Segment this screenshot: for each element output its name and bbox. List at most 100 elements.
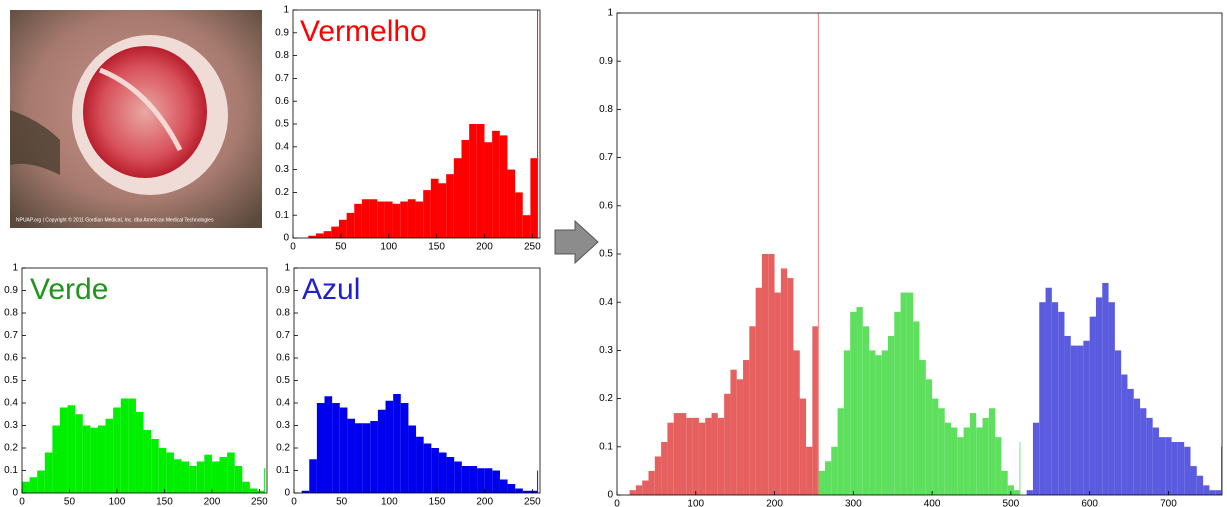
bar xyxy=(938,408,945,495)
bar xyxy=(1070,345,1078,495)
bar xyxy=(932,398,939,495)
x-tick-label: 100 xyxy=(380,242,397,253)
bar xyxy=(887,335,895,495)
bar xyxy=(476,124,485,238)
y-tick-label: 0 xyxy=(607,490,613,501)
bar xyxy=(661,441,668,495)
bar xyxy=(881,350,888,495)
y-tick-label: 0.3 xyxy=(275,164,289,175)
bar xyxy=(537,10,539,238)
bar xyxy=(204,454,212,493)
bar xyxy=(438,452,447,493)
bar xyxy=(120,398,129,493)
y-tick-label: 0.8 xyxy=(276,308,290,319)
y-tick-label: 1 xyxy=(607,8,613,19)
bar xyxy=(128,398,136,493)
x-tick-label: 200 xyxy=(766,499,783,507)
bar xyxy=(812,326,818,495)
bar xyxy=(189,466,197,493)
x-tick-label: 100 xyxy=(109,497,126,507)
bar xyxy=(173,459,182,493)
bar xyxy=(831,446,838,495)
bar xyxy=(454,461,462,493)
bar xyxy=(1032,422,1040,495)
bar xyxy=(477,468,485,493)
y-tick-label: 0.1 xyxy=(276,465,290,476)
bar xyxy=(308,235,316,238)
y-tick-label: 0.2 xyxy=(599,393,613,404)
bar xyxy=(736,379,744,495)
bar xyxy=(75,414,83,493)
chart-title: Verde xyxy=(30,273,108,306)
bar xyxy=(913,321,920,495)
y-tick-label: 0.4 xyxy=(276,398,290,409)
bar xyxy=(1019,441,1021,495)
y-tick-label: 0.4 xyxy=(4,398,18,409)
bar xyxy=(249,488,258,493)
bar xyxy=(415,201,424,238)
bar xyxy=(355,423,363,493)
bar xyxy=(1209,490,1216,495)
y-tick-label: 0 xyxy=(283,233,289,244)
bar xyxy=(1095,297,1103,495)
y-tick-label: 0 xyxy=(12,488,18,499)
bar xyxy=(400,201,408,238)
bar xyxy=(925,379,933,495)
bar xyxy=(1215,490,1222,495)
bar xyxy=(761,254,769,495)
bar xyxy=(530,158,538,238)
bar xyxy=(499,135,508,238)
bar xyxy=(817,13,819,495)
bar xyxy=(862,326,870,495)
bar xyxy=(824,461,832,495)
x-tick-label: 200 xyxy=(476,242,493,253)
y-tick-label: 0.3 xyxy=(276,420,290,431)
bar xyxy=(301,490,310,493)
arrow xyxy=(554,219,599,265)
bar xyxy=(362,423,371,493)
y-tick-label: 1 xyxy=(283,5,289,16)
bar xyxy=(944,422,952,495)
x-tick-label: 300 xyxy=(845,499,862,507)
y-tick-label: 0.8 xyxy=(4,308,18,319)
bar xyxy=(963,427,970,495)
bar xyxy=(44,452,53,493)
bar xyxy=(67,405,76,493)
x-tick-label: 250 xyxy=(524,242,541,253)
bar xyxy=(969,413,977,495)
bar xyxy=(793,350,800,495)
y-tick-label: 0 xyxy=(284,488,290,499)
bar xyxy=(1190,466,1197,495)
bar xyxy=(461,139,470,238)
y-tick-label: 0.7 xyxy=(276,330,290,341)
bar xyxy=(219,457,228,493)
x-tick-label: 250 xyxy=(524,497,541,507)
bar xyxy=(843,350,851,495)
y-tick-label: 0.9 xyxy=(599,56,613,67)
bar xyxy=(680,413,687,495)
bar xyxy=(393,394,401,493)
bar xyxy=(875,355,882,495)
bar xyxy=(385,400,394,493)
bar xyxy=(1064,335,1071,495)
bar xyxy=(1083,340,1090,495)
bar xyxy=(755,287,762,495)
y-tick-label: 0.6 xyxy=(276,353,290,364)
bar xyxy=(323,231,332,238)
bar xyxy=(951,427,958,495)
y-tick-label: 0.8 xyxy=(275,50,289,61)
bar xyxy=(347,418,356,493)
bar xyxy=(818,470,825,495)
x-tick-label: 0 xyxy=(614,499,620,507)
y-tick-label: 0.2 xyxy=(276,443,290,454)
bar xyxy=(1127,388,1134,495)
bar xyxy=(1133,398,1141,495)
y-tick-label: 0.5 xyxy=(275,119,289,130)
bar xyxy=(1102,282,1109,495)
bar xyxy=(384,201,393,238)
bar xyxy=(537,470,539,493)
bar xyxy=(430,178,439,238)
bar xyxy=(698,422,706,495)
y-tick-label: 0.4 xyxy=(599,297,613,308)
